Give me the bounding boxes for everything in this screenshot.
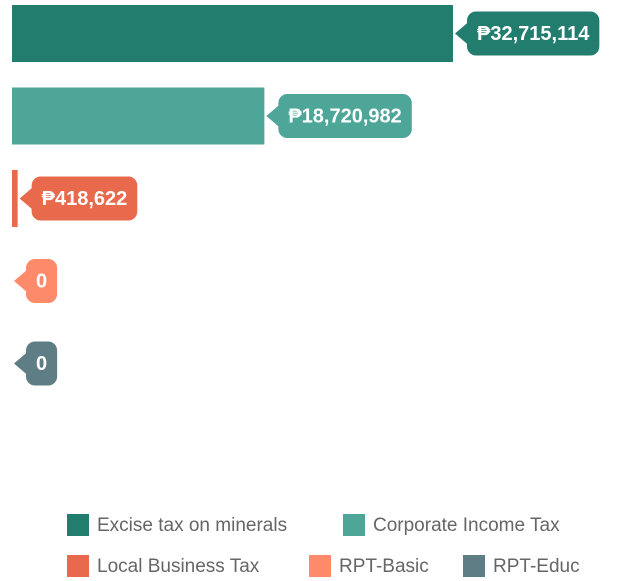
callout-pointer xyxy=(455,21,469,46)
legend-swatch xyxy=(309,555,331,577)
callout-box xyxy=(467,11,600,56)
callout-box xyxy=(26,341,58,386)
callout-pointer xyxy=(266,104,281,128)
legend-swatch xyxy=(463,555,485,577)
callout-pointer xyxy=(14,269,28,293)
bar xyxy=(12,5,453,62)
legend-label: RPT-Educ xyxy=(493,556,580,577)
value-label: ₱18,720,982 xyxy=(288,105,401,127)
value-callout: ₱32,715,114 xyxy=(455,11,600,56)
callout-pointer xyxy=(14,351,28,376)
value-callout: ₱18,720,982 xyxy=(266,94,412,138)
value-label: ₱418,622 xyxy=(42,188,128,210)
callout-box xyxy=(26,259,58,303)
value-label: 0 xyxy=(36,270,47,292)
bar xyxy=(12,170,18,227)
legend-label: Excise tax on minerals xyxy=(97,515,287,536)
bar xyxy=(12,87,265,145)
callout-box xyxy=(31,176,138,221)
legend-swatch xyxy=(67,514,89,536)
value-callout: 0 xyxy=(14,341,58,386)
legend-swatch xyxy=(343,514,365,536)
legend-swatch xyxy=(67,555,89,577)
legend-label: RPT-Basic xyxy=(339,556,429,577)
value-callout: 0 xyxy=(14,259,58,303)
callout-box xyxy=(278,94,412,138)
legend-label: Corporate Income Tax xyxy=(373,515,560,536)
legend-label: Local Business Tax xyxy=(97,556,260,577)
value-label: ₱32,715,114 xyxy=(477,23,590,45)
value-callout: ₱418,622 xyxy=(19,176,138,221)
callout-pointer xyxy=(19,186,34,211)
value-label: 0 xyxy=(36,353,47,375)
